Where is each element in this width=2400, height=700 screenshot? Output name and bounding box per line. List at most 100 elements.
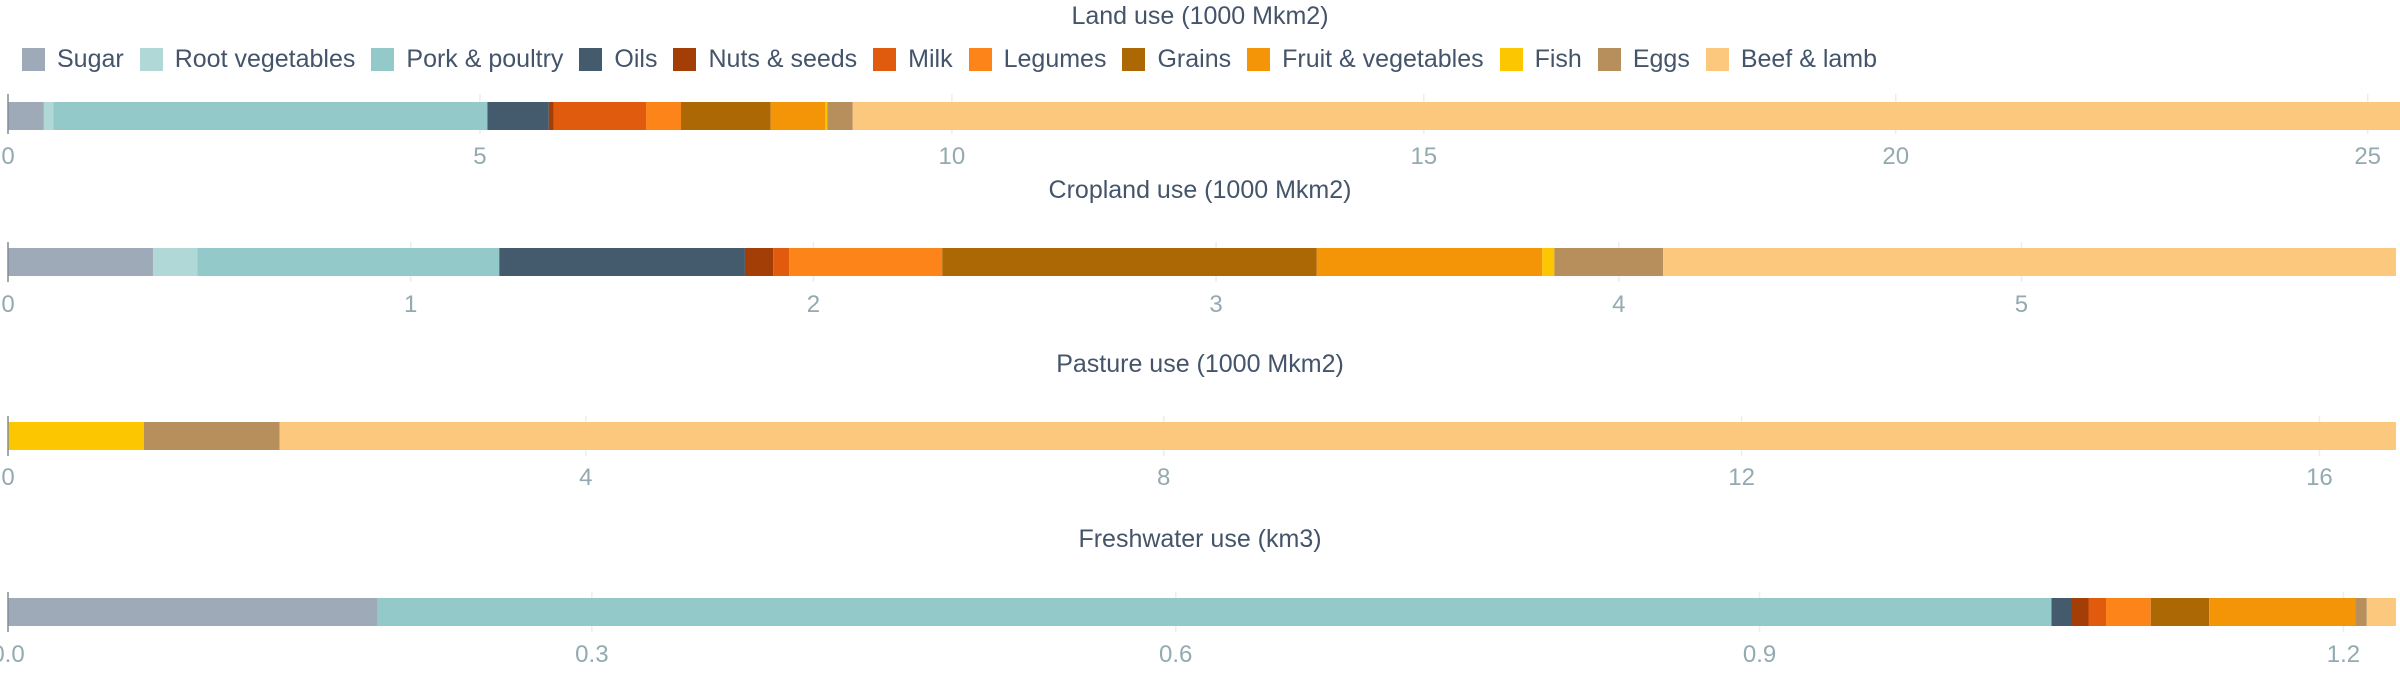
- tick-label: 4: [1612, 291, 1625, 318]
- legend-swatch: [1247, 47, 1271, 71]
- legend-swatch: [139, 47, 163, 71]
- bar-segment: [2150, 598, 2210, 626]
- legend-label: Beef & lamb: [1740, 44, 1878, 73]
- bar-segment: [825, 102, 828, 130]
- legend-item: Legumes: [968, 44, 1107, 74]
- legend-label: Oils: [614, 44, 658, 73]
- bar-segment: [1554, 248, 1664, 276]
- legend-label: Fruit & vegetables: [1282, 44, 1484, 73]
- legend-item: Pork & poultry: [371, 45, 563, 74]
- chart-legend: Sugar Root vegetables Pork & poultry Oils Nu…: [22, 42, 1893, 76]
- tick-label: 16: [2306, 464, 2333, 491]
- bar-segment: [852, 102, 2400, 130]
- bar-segment: [2209, 598, 2356, 626]
- tick-label: 8: [1157, 464, 1170, 491]
- legend-item: Eggs: [1597, 44, 1690, 74]
- bar-segment: [646, 102, 681, 130]
- tick-label: 25: [2354, 143, 2381, 170]
- bar-segment: [773, 248, 790, 276]
- legend-label: Fish: [1534, 44, 1582, 73]
- bar-segment: [143, 422, 280, 450]
- bar-segment: [2070, 598, 2089, 626]
- bar-segment: [770, 102, 826, 130]
- bar-segment: [1663, 248, 2396, 276]
- bar-segment: [279, 422, 2396, 450]
- legend-swatch: [673, 47, 697, 71]
- legend-item: Milk: [873, 44, 953, 74]
- legend-label: Pork & poultry: [406, 44, 564, 73]
- bar-segment: [8, 248, 153, 276]
- panel-title: Land use (1000 Mkm2): [1071, 2, 1329, 30]
- legend-swatch: [1499, 47, 1523, 71]
- tick-label: 0.6: [1159, 641, 1192, 668]
- tick-label: 0.9: [1743, 641, 1776, 668]
- bar-segment: [553, 102, 647, 130]
- bar-segment: [1316, 248, 1543, 276]
- legend-swatch: [968, 47, 992, 71]
- panel-title: Pasture use (1000 Mkm2): [1056, 350, 1344, 378]
- tick-label: 0: [1, 291, 14, 318]
- legend-label: Legumes: [1003, 44, 1107, 73]
- legend-item: Fish: [1499, 44, 1582, 74]
- bar-segment: [744, 248, 774, 276]
- legend-label: Eggs: [1632, 44, 1690, 73]
- legend-swatch: [371, 47, 395, 71]
- bar-segment: [1542, 248, 1555, 276]
- bar-segment: [2051, 598, 2071, 626]
- legend-item: Fruit & vegetables: [1247, 45, 1484, 74]
- bar-segment: [680, 102, 771, 130]
- tick-label: 2: [807, 291, 820, 318]
- bar-segment: [8, 102, 44, 130]
- legend-swatch: [22, 47, 45, 71]
- tick-label: 0: [1, 143, 14, 170]
- legend-swatch: [873, 47, 897, 71]
- legend-swatch: [1122, 47, 1146, 71]
- bar-segment: [43, 102, 54, 130]
- legend-item: Nuts & seeds: [673, 45, 857, 74]
- legend-label: Root vegetables: [174, 44, 356, 73]
- legend-label: Grains: [1157, 44, 1232, 73]
- tick-label: 5: [2015, 291, 2028, 318]
- bar-segment: [487, 102, 549, 130]
- tick-label: 0: [1, 464, 14, 491]
- bar-segment: [827, 102, 853, 130]
- legend-item: Oils: [579, 45, 657, 74]
- tick-label: 0.0: [0, 641, 25, 668]
- bar-segment: [548, 102, 554, 130]
- panel-title: Freshwater use (km3): [1078, 525, 1322, 553]
- tick-label: 0.3: [575, 641, 608, 668]
- legend-label: Sugar: [57, 44, 124, 73]
- bar-segment: [499, 248, 745, 276]
- bar-segment: [2355, 598, 2367, 626]
- tick-label: 20: [1882, 143, 1909, 170]
- panel-title: Cropland use (1000 Mkm2): [1048, 176, 1352, 204]
- tick-label: 3: [1209, 291, 1222, 318]
- legend-item: Sugar: [22, 45, 124, 74]
- bar-segment: [377, 598, 2052, 626]
- legend-label: Nuts & seeds: [708, 44, 858, 73]
- bar-segment: [152, 248, 198, 276]
- bar-segment: [53, 102, 488, 130]
- legend-swatch: [579, 47, 603, 71]
- legend-swatch: [1597, 47, 1621, 71]
- tick-label: 1: [404, 291, 417, 318]
- bar-segment: [2088, 598, 2107, 626]
- legend-item: Grains: [1122, 45, 1231, 74]
- bar-segment: [789, 248, 943, 276]
- bar-segment: [942, 248, 1317, 276]
- bar-segment: [8, 422, 144, 450]
- legend-swatch: [1705, 47, 1729, 71]
- legend-label: Milk: [908, 44, 953, 73]
- legend-item: Root vegetables: [139, 44, 356, 74]
- tick-label: 15: [1410, 143, 1437, 170]
- tick-label: 10: [939, 143, 966, 170]
- bar-segment: [2106, 598, 2151, 626]
- tick-label: 4: [579, 464, 592, 491]
- bar-segment: [197, 248, 500, 276]
- legend-item: Beef & lamb: [1705, 44, 1878, 74]
- tick-label: 12: [1728, 464, 1755, 491]
- bar-segment: [2366, 598, 2396, 626]
- tick-label: 1.2: [2327, 641, 2360, 668]
